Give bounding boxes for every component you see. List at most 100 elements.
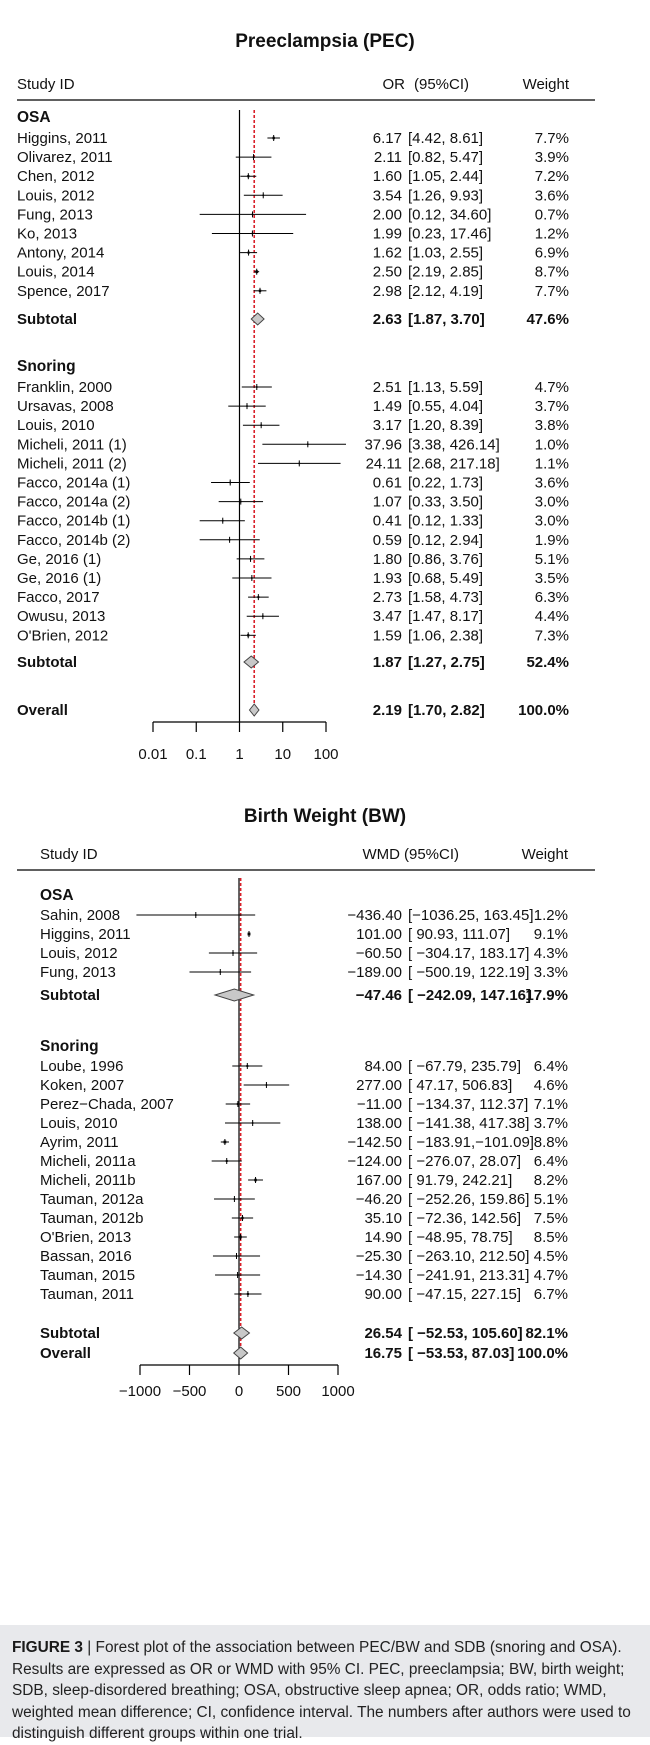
study-row-label: Higgins, 2011 <box>40 926 131 943</box>
study-row-weight: 3.7% <box>534 1115 568 1132</box>
study-row-label: Facco, 2014b (2) <box>17 532 130 549</box>
study-row-estimate: 37.96 <box>364 436 402 453</box>
caption-label: FIGURE 3 <box>12 1639 83 1656</box>
study-row-weight: 6.9% <box>535 245 569 262</box>
study-row-label: Fung, 2013 <box>40 964 116 981</box>
study-row-weight: 0.7% <box>535 206 569 223</box>
study-row-estimate: −436.40 <box>347 907 402 924</box>
study-row-ci: [ 91.79, 242.21] <box>408 1172 512 1189</box>
study-row-ci: [ −47.15, 227.15] <box>408 1286 521 1303</box>
forest-panel-bw: Birth Weight (BW) Study ID WMD (95%CI) Weigh… <box>17 806 595 1400</box>
group-heading: OSA <box>17 109 51 126</box>
study-row-estimate: 84.00 <box>364 1058 402 1075</box>
study-row-weight: 3.3% <box>534 964 568 981</box>
x-tick-label: 500 <box>276 1383 301 1400</box>
overall-row-estimate: 2.19 <box>373 702 402 719</box>
study-row-weight: 8.2% <box>534 1172 568 1189</box>
study-row-ci: [0.86, 3.76] <box>408 551 483 568</box>
study-row-ci: [0.23, 17.46] <box>408 226 491 243</box>
study-row-estimate: −11.00 <box>357 1096 402 1113</box>
study-row-label: Olivarez, 2011 <box>17 149 113 166</box>
subtotal-row-ci: [1.87, 3.70] <box>408 311 485 328</box>
study-row-estimate: 6.17 <box>373 130 402 147</box>
study-row-weight: 3.8% <box>535 417 569 434</box>
study-row-weight: 1.1% <box>535 455 569 472</box>
study-row-estimate: 2.51 <box>373 379 402 396</box>
study-row-estimate: 2.00 <box>373 206 402 223</box>
overall-row-label: Overall <box>40 1345 91 1362</box>
header-study-id: Study ID <box>40 846 98 863</box>
study-row-label: O'Brien, 2013 <box>40 1229 131 1246</box>
subtotal-row-label: Subtotal <box>17 311 77 328</box>
subtotal-row-estimate: −47.46 <box>356 987 402 1004</box>
study-row-ci: [0.12, 2.94] <box>408 532 483 549</box>
subtotal-row-ci: [ −242.09, 147.16] <box>408 987 531 1004</box>
study-row-weight: 6.4% <box>534 1058 568 1075</box>
study-row-estimate: 3.47 <box>373 608 402 625</box>
study-row-estimate: −124.00 <box>347 1153 402 1170</box>
study-row-weight: 3.9% <box>535 149 569 166</box>
study-row-label: Micheli, 2011a <box>40 1153 136 1170</box>
study-row-ci: [1.06, 2.38] <box>408 627 483 644</box>
study-row-estimate: 24.11 <box>366 455 402 472</box>
subtotal-row-estimate: 26.54 <box>364 1325 402 1342</box>
study-row-weight: 3.5% <box>535 570 569 587</box>
study-row-weight: 8.5% <box>534 1229 568 1246</box>
study-row-weight: 3.0% <box>535 513 569 530</box>
subtotal-diamond <box>243 655 260 669</box>
header-weight: Weight <box>523 76 570 93</box>
study-row-ci: [ −183.91,−101.09] <box>408 1134 534 1151</box>
study-row-label: Ko, 2013 <box>17 226 77 243</box>
study-row-estimate: 138.00 <box>356 1115 402 1132</box>
study-row-weight: 7.7% <box>535 130 569 147</box>
overall-row-weight: 100.0% <box>518 702 569 719</box>
study-row-label: Tauman, 2012a <box>40 1191 144 1208</box>
study-row-estimate: 90.00 <box>364 1286 402 1303</box>
study-row-label: Bassan, 2016 <box>40 1248 132 1265</box>
study-row-ci: [0.55, 4.04] <box>408 398 483 415</box>
study-row-ci: [ −500.19, 122.19] <box>408 964 529 981</box>
group-heading: OSA <box>40 887 74 904</box>
overall-row-estimate: 16.75 <box>364 1345 402 1362</box>
header-study-id: Study ID <box>17 76 75 93</box>
overall-row-ci: [1.70, 2.82] <box>408 702 485 719</box>
overall-diamond <box>248 703 260 717</box>
study-row-estimate: −25.30 <box>356 1248 402 1265</box>
study-row-ci: [1.58, 4.73] <box>408 589 483 606</box>
header-ci: (95%CI) <box>414 76 469 93</box>
study-row-label: Sahin, 2008 <box>40 907 120 924</box>
study-row-weight: 6.3% <box>535 589 569 606</box>
study-row-label: Perez−Chada, 2007 <box>40 1096 174 1113</box>
header-ci: (95%CI) <box>404 846 459 863</box>
subtotal-row-weight: 17.9% <box>525 987 568 1004</box>
study-row-weight: 6.4% <box>534 1153 568 1170</box>
study-row-label: Antony, 2014 <box>17 245 104 262</box>
study-row-estimate: 3.54 <box>373 187 402 204</box>
study-row-label: Louis, 2010 <box>17 417 95 434</box>
x-tick-label: 10 <box>274 746 291 763</box>
study-row-label: Louis, 2012 <box>17 187 95 204</box>
x-tick-label: 0 <box>235 1383 243 1400</box>
subtotal-diamond <box>213 988 256 1002</box>
subtotal-row-ci: [1.27, 2.75] <box>408 654 485 671</box>
study-row-ci: [2.12, 4.19] <box>408 283 483 300</box>
study-row-label: Facco, 2014a (1) <box>17 475 130 492</box>
study-row-label: Loube, 1996 <box>40 1058 123 1075</box>
chart-title: Birth Weight (BW) <box>244 806 406 827</box>
study-row-weight: 4.6% <box>534 1077 568 1094</box>
study-row-ci: [0.22, 1.73] <box>408 475 483 492</box>
subtotal-diamond <box>250 312 265 326</box>
study-row-weight: 3.6% <box>535 475 569 492</box>
study-row-ci: [3.38, 426.14] <box>408 436 500 453</box>
study-row-estimate: 14.90 <box>364 1229 402 1246</box>
subtotal-row-label: Subtotal <box>40 1325 100 1342</box>
study-row-estimate: 1.59 <box>373 627 402 644</box>
header-effect: WMD <box>363 846 401 863</box>
study-row-weight: 6.7% <box>534 1286 568 1303</box>
study-row-estimate: 167.00 <box>356 1172 402 1189</box>
study-row-ci: [1.47, 8.17] <box>408 608 483 625</box>
study-row-weight: 9.1% <box>534 926 568 943</box>
x-tick-label: 1 <box>235 746 243 763</box>
study-row-estimate: 35.10 <box>364 1210 402 1227</box>
overall-row-weight: 100.0% <box>517 1345 568 1362</box>
